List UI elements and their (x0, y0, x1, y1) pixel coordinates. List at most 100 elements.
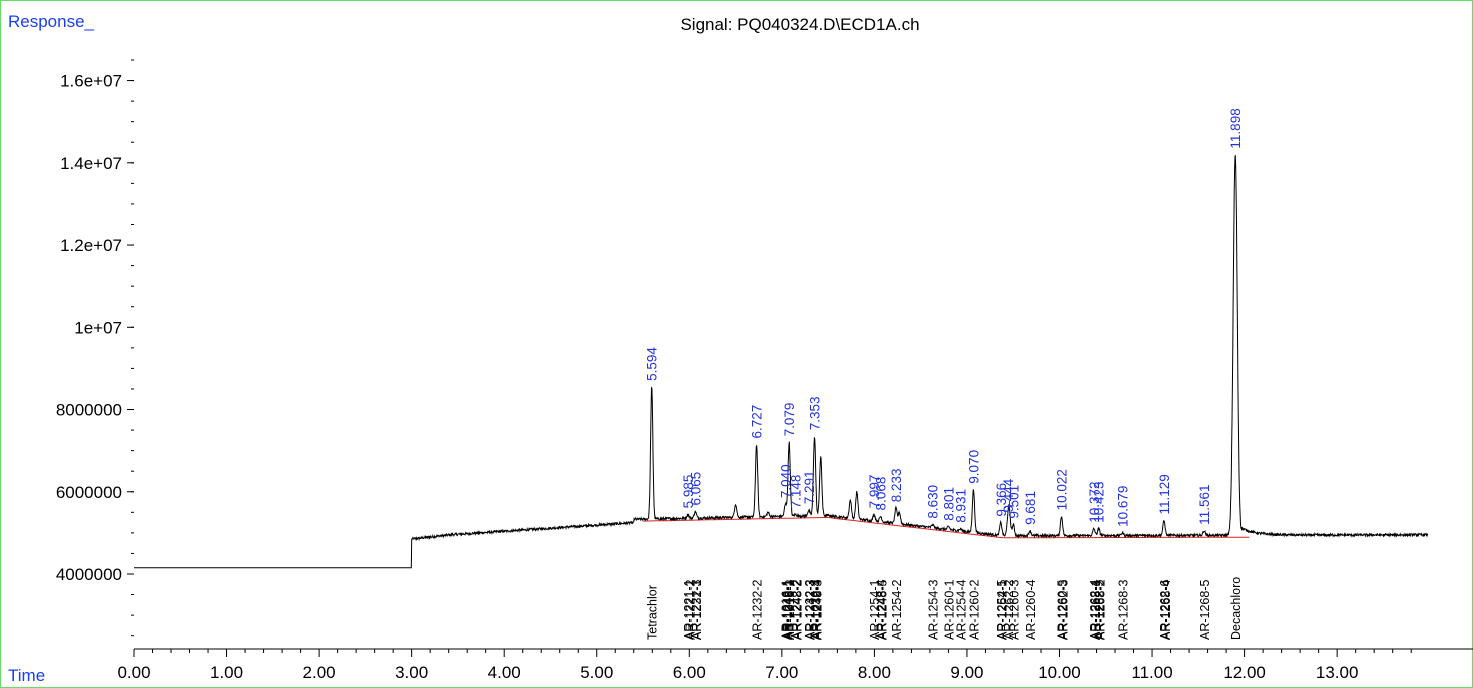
x-axis-label: Time (8, 666, 46, 685)
peak-label: 9.070 (966, 450, 981, 484)
peak-label: 7.291 (802, 470, 817, 504)
peak-label: 7.148 (789, 475, 804, 509)
compound-label: AR-1254-3 (927, 580, 941, 640)
compound-label: AR-1254-1 (868, 580, 882, 640)
y-axis-label: Response_ (8, 12, 95, 31)
peak-label: 9.444 (1001, 478, 1016, 512)
y-tick-label: 1e+07 (74, 318, 122, 337)
x-tick-label: 0.00 (117, 663, 150, 682)
peak-label: 9.681 (1023, 491, 1038, 525)
x-tick-label: 12.00 (1223, 663, 1266, 682)
y-tick-label: 8000000 (56, 401, 122, 420)
peak-label: 9.501 (1006, 485, 1021, 519)
integration-baseline (642, 516, 1250, 539)
peak-label: 8.801 (942, 487, 957, 521)
x-tick-label: 2.00 (303, 663, 336, 682)
x-tick-label: 1.00 (210, 663, 243, 682)
compound-label: AR-1268-2 (1094, 580, 1108, 640)
compound-label: AR-1016-1 (780, 580, 794, 640)
compound-label: AR-1248-2 (790, 580, 804, 640)
compound-label: AR-1260-5 (1056, 580, 1070, 640)
x-tick-label: 13.00 (1316, 663, 1359, 682)
compound-labels: Tetrachlor AR-1221-1AR-1221-2AR-1221-3AR-… (646, 577, 1243, 640)
peak-label: 9.366 (994, 483, 1009, 517)
peak-label: 7.353 (808, 396, 823, 430)
peak-label: 8.233 (889, 468, 904, 502)
trace-layer (134, 154, 1429, 569)
compound-label: Tetrachlor (646, 585, 660, 640)
compound-label: AR-1232-2 (751, 580, 765, 640)
compound-label: AR-1242-1 (780, 580, 794, 640)
y-tick-label: 1.2e+07 (60, 236, 122, 255)
compound-label: AR-1232-4 (809, 580, 823, 640)
compound-label: AR-1268-1 (1089, 580, 1103, 640)
compound-label: AR-1262-5 (1093, 580, 1107, 640)
peak-label: 8.630 (926, 485, 941, 519)
compound-label: AR-1248-5 (876, 580, 890, 640)
peak-label: 6.727 (750, 405, 765, 439)
x-tick-label: 4.00 (488, 663, 521, 682)
chart-title: Signal: PQ040324.D\ECD1A.ch (680, 15, 920, 34)
compound-label: AR-1262-4 (1088, 580, 1102, 640)
compound-label: AR-1268-4 (1159, 580, 1173, 640)
compound-label: AR-1242-2 (790, 580, 804, 640)
x-tick-label: 3.00 (395, 663, 428, 682)
compound-label: AR-1262-2 (1002, 580, 1016, 640)
y-tick-label: 1.4e+07 (60, 154, 122, 173)
compound-label: AR-1268-3 (1116, 580, 1130, 640)
peak-label: 11.898 (1228, 108, 1243, 148)
compound-label: AR-1248-1 (781, 580, 795, 640)
chromatogram-trace (134, 154, 1429, 569)
x-tick-label: 7.00 (765, 663, 798, 682)
peak-label: 11.129 (1157, 474, 1172, 514)
peak-label: 8.931 (954, 489, 969, 523)
peak-label: 7.040 (779, 464, 794, 498)
y-tick-label: 4000000 (56, 565, 122, 584)
compound-label: AR-1221-3 (689, 580, 703, 640)
compound-label: AR-1260-1 (943, 580, 957, 640)
x-tick-label: 8.00 (858, 663, 891, 682)
peak-label: 5.594 (645, 347, 660, 381)
compound-label: AR-1262-6 (1158, 580, 1172, 640)
baseline-layer (642, 516, 1250, 539)
compound-label: Decachloro (1229, 577, 1243, 640)
compound-label: AR-1254-5 (995, 580, 1009, 640)
compound-label: AR-1260-3 (1007, 580, 1021, 640)
x-tick-label: 11.00 (1131, 663, 1172, 682)
peak-label: 6.065 (688, 472, 703, 506)
peak-label: 10.423 (1092, 481, 1107, 522)
x-tick-label: 5.00 (580, 663, 613, 682)
peak-label: 10.372 (1087, 481, 1102, 522)
compound-label: AR-1248-3 (810, 580, 824, 640)
y-tick-label: 6000000 (56, 483, 122, 502)
peak-label: 7.997 (867, 475, 882, 509)
compound-label: AR-1260-2 (967, 580, 981, 640)
peak-label: 8.068 (874, 477, 889, 511)
compound-label: AR-1260-4 (1024, 580, 1038, 640)
compound-label: AR-1232-1 (690, 580, 704, 640)
compound-label: AR-1262-1 (996, 580, 1010, 640)
peak-label: 11.561 (1197, 485, 1212, 525)
compound-label: AR-1254-4 (955, 580, 969, 640)
compound-label: AR-1248-4 (875, 580, 889, 640)
x-tick-label: 10.00 (1038, 663, 1081, 682)
peak-label: 10.022 (1055, 469, 1070, 510)
compound-label: AR-1221-1 (682, 580, 696, 640)
compound-label: AR-1268-5 (1198, 580, 1212, 640)
x-tick-label: 6.00 (673, 663, 706, 682)
y-tick-label: 1.6e+07 (60, 72, 122, 91)
compound-label: AR-1221-2 (683, 580, 697, 640)
compound-label: AR-1016-3 (809, 580, 823, 640)
peak-label: 10.679 (1115, 486, 1130, 527)
compound-label: AR-1232-3 (803, 580, 817, 640)
peak-label: 7.079 (782, 403, 797, 437)
compound-label: AR-1262-3 (1056, 580, 1070, 640)
x-tick-label: 9.00 (950, 663, 983, 682)
peak-label: 5.985 (681, 475, 696, 509)
compound-label: AR-1016-2 (783, 580, 797, 640)
axes: 4000000 6000000 8000000 1e+07 1.2e+07 1.4e+07… (56, 59, 1473, 682)
compound-label: AR-1242-3 (804, 580, 818, 640)
compound-label: AR-1254-2 (890, 580, 904, 640)
